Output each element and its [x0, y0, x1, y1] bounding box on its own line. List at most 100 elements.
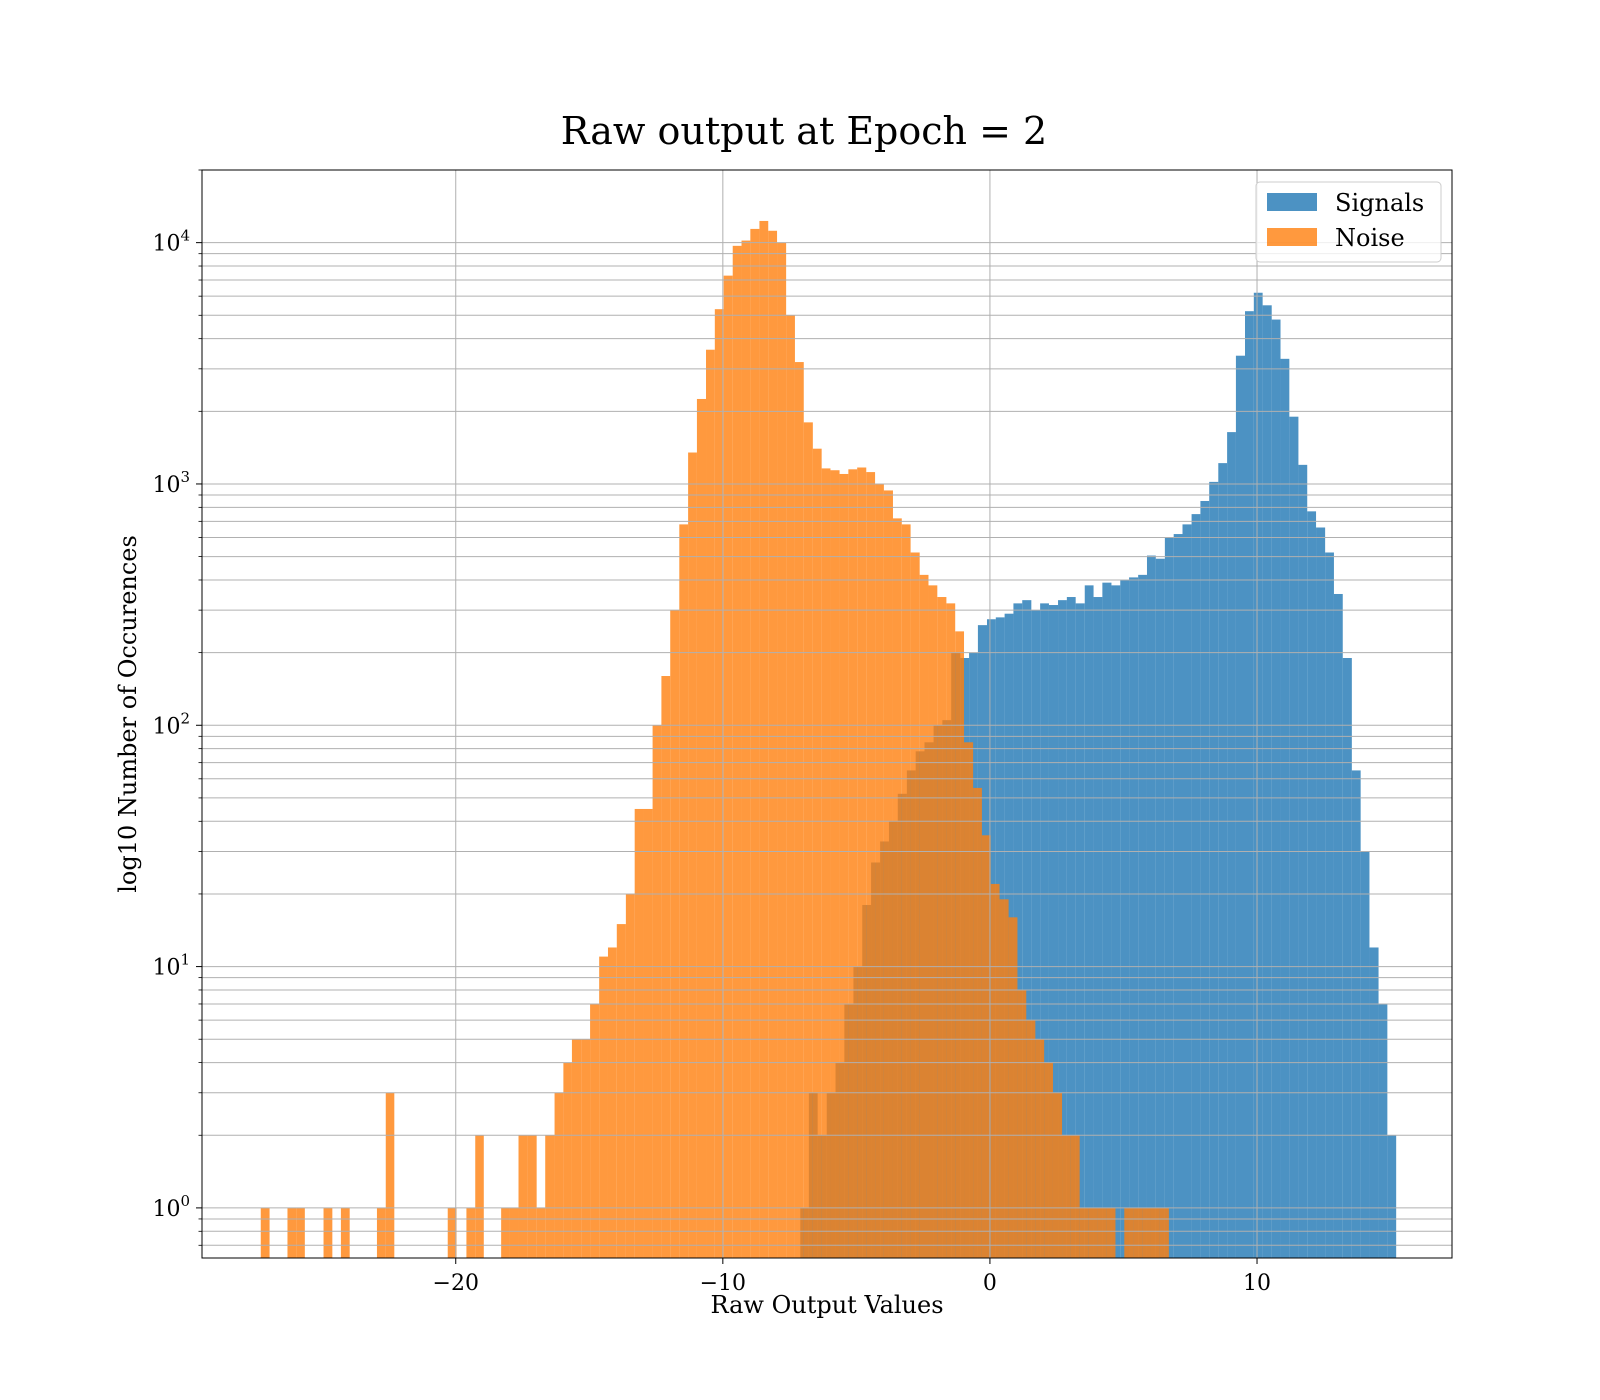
noise-bar-45 — [812, 448, 822, 1258]
signals-bar-44 — [1191, 514, 1201, 1258]
noise-bar-32 — [696, 398, 707, 1259]
signals-bar-62 — [1351, 770, 1361, 1258]
noise-bar-40 — [768, 230, 778, 1258]
noise-bar-26 — [643, 808, 653, 1258]
signals-bar-28 — [1048, 605, 1059, 1258]
signals-bar-36 — [1120, 579, 1130, 1258]
signals-bar-47 — [1218, 463, 1228, 1258]
noise-bar-52 — [875, 483, 884, 1259]
noise-bar-57 — [919, 574, 929, 1258]
noise-bar-56 — [910, 552, 920, 1258]
noise-bar-68 — [1017, 989, 1027, 1258]
signals-bar-27 — [1040, 603, 1049, 1258]
noise-bar-17 — [563, 1062, 572, 1258]
legend-label-signals: Signals — [1335, 189, 1424, 217]
signals-bar-35 — [1111, 585, 1121, 1258]
noise-bar-54 — [892, 518, 902, 1258]
noise-bar-22 — [607, 947, 617, 1258]
noise-bar-65 — [990, 883, 1000, 1258]
signals-bar-46 — [1209, 481, 1219, 1258]
noise-bar-20 — [590, 1003, 600, 1258]
noise-bar-7 — [447, 1207, 457, 1258]
signals-bar-25 — [1022, 600, 1032, 1258]
noise-bar-77 — [1097, 1207, 1107, 1258]
noise-bar-82 — [1150, 1207, 1160, 1258]
noise-bar-6 — [385, 1092, 395, 1258]
noise-bar-10 — [501, 1207, 510, 1258]
noise-bar-35 — [723, 275, 733, 1258]
noise-bar-41 — [777, 242, 787, 1258]
signals-bar-59 — [1325, 552, 1334, 1258]
y-tick-label-0: 100 — [152, 1192, 190, 1222]
noise-bar-23 — [616, 924, 626, 1258]
signals-bar-39 — [1146, 555, 1156, 1258]
signals-bar-61 — [1342, 658, 1352, 1258]
noise-bar-3 — [323, 1207, 333, 1258]
noise-bar-81 — [1142, 1207, 1151, 1258]
signals-bar-41 — [1164, 537, 1174, 1258]
noise-bar-79 — [1124, 1207, 1134, 1258]
signals-bar-42 — [1173, 534, 1183, 1258]
noise-bar-50 — [857, 467, 867, 1258]
signals-bar-45 — [1200, 500, 1210, 1258]
noise-bar-29 — [670, 610, 680, 1258]
noise-bar-9 — [475, 1135, 484, 1258]
grid-layer — [202, 169, 1452, 1258]
bars-layer — [260, 220, 1397, 1259]
noise-bar-66 — [999, 899, 1009, 1258]
x-tick-label-3: 10 — [1243, 1271, 1271, 1296]
noise-bar-34 — [714, 309, 724, 1258]
signals-bar-64 — [1369, 947, 1379, 1258]
legend: Signals Noise — [1255, 181, 1442, 263]
x-tick-label-0: −20 — [433, 1271, 479, 1296]
noise-bar-36 — [732, 245, 742, 1259]
noise-bar-70 — [1035, 1039, 1045, 1258]
noise-bar-42 — [786, 315, 795, 1258]
noise-bar-69 — [1026, 1020, 1036, 1258]
signals-bar-53 — [1271, 319, 1281, 1258]
noise-bar-24 — [625, 893, 635, 1258]
noise-bar-83 — [1159, 1207, 1169, 1258]
signals-bar-32 — [1084, 585, 1094, 1258]
noise-bar-49 — [848, 469, 858, 1258]
noise-bar-31 — [688, 452, 697, 1258]
signals-bar-58 — [1316, 527, 1326, 1258]
legend-label-noise: Noise — [1335, 224, 1405, 252]
signals-bar-43 — [1182, 524, 1192, 1258]
signals-bar-57 — [1307, 511, 1317, 1259]
signals-bar-30 — [1066, 597, 1076, 1258]
noise-bar-60 — [946, 603, 956, 1258]
noise-bar-72 — [1052, 1092, 1063, 1258]
signals-bar-65 — [1378, 1003, 1388, 1258]
signals-bar-54 — [1280, 358, 1290, 1259]
noise-bar-44 — [803, 422, 813, 1258]
noise-bar-39 — [759, 220, 769, 1259]
signals-bar-50 — [1245, 311, 1254, 1258]
y-tick-label-2: 102 — [152, 709, 190, 739]
noise-bar-12 — [518, 1135, 528, 1258]
noise-bar-11 — [509, 1207, 519, 1258]
noise-bar-48 — [839, 473, 849, 1259]
signals-bar-34 — [1102, 582, 1112, 1258]
y-tick-label-3: 103 — [152, 468, 190, 498]
noise-bar-18 — [571, 1039, 582, 1258]
noise-bar-67 — [1008, 917, 1018, 1258]
signals-bar-66 — [1387, 1135, 1397, 1258]
noise-bar-58 — [928, 585, 938, 1258]
x-axis: −20 −10 0 10 — [433, 1258, 1271, 1296]
noise-bar-73 — [1062, 1135, 1071, 1258]
y-axis: 100 101 102 103 104 — [152, 169, 202, 1246]
signals-bar-63 — [1360, 851, 1370, 1258]
noise-bar-63 — [973, 787, 982, 1258]
noise-bar-2 — [296, 1207, 305, 1258]
noise-bar-27 — [652, 725, 662, 1258]
noise-bar-30 — [679, 524, 689, 1258]
noise-bar-21 — [599, 956, 608, 1258]
signals-bar-55 — [1289, 416, 1299, 1258]
noise-bar-59 — [937, 597, 947, 1258]
legend-swatch-signals — [1267, 193, 1317, 211]
noise-bar-0 — [260, 1207, 270, 1258]
y-axis-label: log10 Number of Occurences — [114, 535, 142, 893]
signals-bar-31 — [1075, 603, 1085, 1258]
